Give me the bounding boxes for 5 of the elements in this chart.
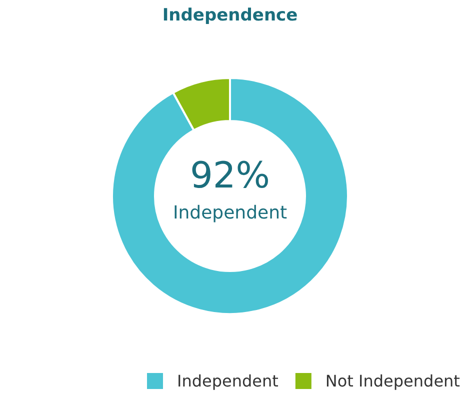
text: Independent bbox=[172, 202, 288, 224]
legend-label: Not Independent bbox=[325, 372, 460, 390]
text: 92% bbox=[190, 156, 270, 196]
chart-title: Independence bbox=[162, 6, 298, 26]
legend-label: Independent bbox=[177, 372, 278, 390]
